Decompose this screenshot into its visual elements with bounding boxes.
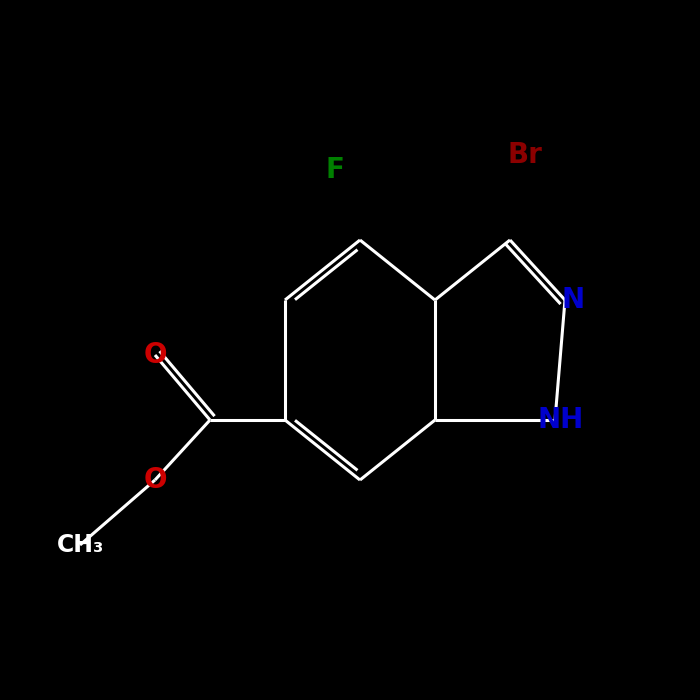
Text: N: N [561, 286, 584, 314]
Text: Br: Br [508, 141, 542, 169]
Text: F: F [326, 156, 344, 184]
Text: O: O [144, 341, 167, 369]
Text: O: O [144, 466, 167, 494]
Text: NH: NH [538, 406, 584, 434]
Text: CH₃: CH₃ [57, 533, 104, 557]
